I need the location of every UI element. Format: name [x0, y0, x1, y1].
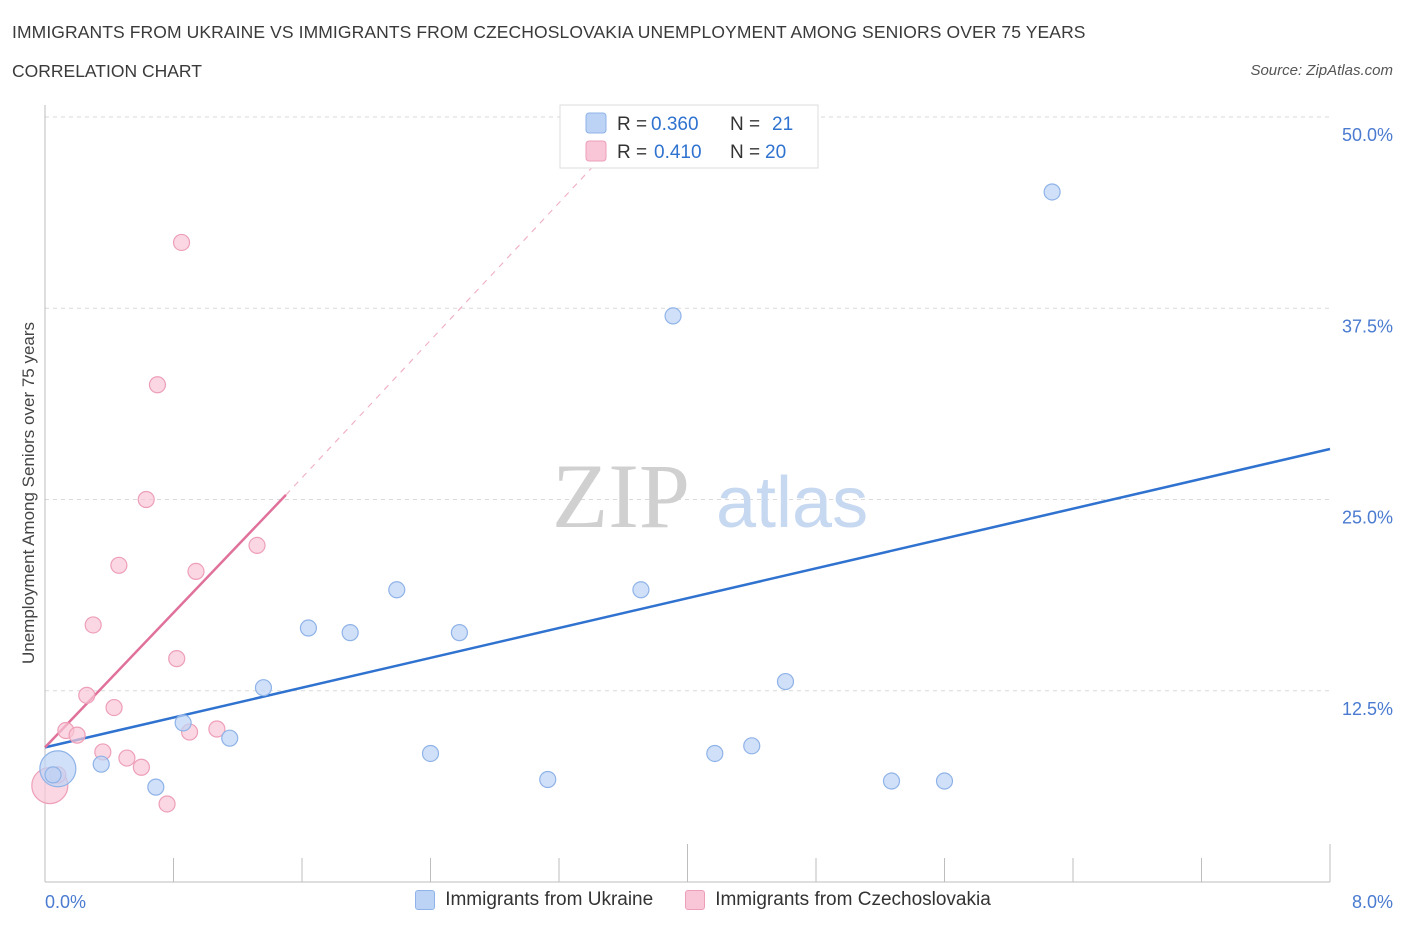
point-ukraine-4 [221, 729, 239, 747]
point-ukraine-8 [388, 581, 406, 599]
point-ukraine-15 [743, 737, 761, 755]
point-czech-12 [148, 376, 167, 394]
point-czech-15 [172, 233, 191, 252]
trend-line-ukraine [44, 447, 1331, 749]
legend-item-czech[interactable]: Immigrants from Czechoslovakia [685, 889, 991, 911]
source-credit: Source: ZipAtlas.com [1250, 62, 1393, 79]
point-ukraine-1 [92, 755, 110, 773]
legend-r-label-ukraine: R = [617, 114, 647, 135]
correlation-legend: R = 0.360 N = 21 R = 0.410 N = 20 [559, 104, 819, 169]
trend-lines [44, 159, 1331, 749]
point-czech-10 [132, 758, 150, 776]
y-tick-label-3: 50.0% [1342, 125, 1393, 145]
point-czech-9 [118, 749, 136, 767]
point-ukraine-20 [44, 766, 62, 784]
legend-n-label-czech: N = [730, 142, 760, 163]
point-ukraine-9 [421, 744, 440, 763]
chart-title: IMMIGRANTS FROM UKRAINE VS IMMIGRANTS FR… [12, 22, 1086, 42]
data-points [31, 151, 1061, 813]
point-czech-5 [84, 616, 102, 634]
point-czech-13 [158, 795, 176, 813]
point-ukraine-12 [632, 581, 650, 599]
legend-swatch-czech [585, 140, 607, 162]
watermark: ZIP atlas [552, 445, 868, 547]
point-ukraine-13 [664, 307, 682, 325]
point-czech-18 [208, 720, 226, 738]
point-ukraine-6 [299, 619, 318, 637]
point-ukraine-16 [776, 672, 795, 691]
point-ukraine-14 [706, 744, 724, 763]
legend-label-czech: Immigrants from Czechoslovakia [715, 889, 991, 910]
axes [44, 105, 1331, 883]
point-ukraine-2 [147, 778, 165, 796]
legend-swatch-czech-bottom [685, 890, 706, 910]
y-tick-label-0: 12.5% [1342, 699, 1393, 719]
legend-r-value-ukraine: 0.360 [651, 114, 699, 135]
y-axis-label: Unemployment Among Seniors over 75 years [19, 322, 38, 664]
point-ukraine-5 [254, 679, 273, 697]
x-tick-label-0: 0.0% [45, 892, 86, 912]
point-czech-14 [168, 650, 186, 668]
legend-n-value-ukraine: 21 [772, 114, 793, 135]
legend-n-value-czech: 20 [765, 142, 786, 163]
point-ukraine-3 [174, 714, 192, 732]
point-ukraine-11 [539, 770, 557, 789]
chart-subtitle: CORRELATION CHART [12, 61, 202, 81]
y-tick-label-2: 37.5% [1342, 316, 1393, 336]
point-czech-3 [68, 726, 86, 744]
point-czech-7 [105, 698, 123, 717]
point-czech-19 [248, 536, 266, 555]
point-ukraine-10 [450, 624, 469, 642]
point-czech-11 [137, 490, 155, 509]
legend-swatch-ukraine [585, 112, 607, 134]
point-czech-17 [187, 562, 205, 581]
legend-label-ukraine: Immigrants from Ukraine [445, 889, 654, 910]
grid-lines [45, 116, 1330, 692]
legend-item-ukraine[interactable]: Immigrants from Ukraine [415, 889, 653, 911]
point-ukraine-17 [882, 772, 901, 790]
legend-swatch-ukraine-bottom [415, 890, 436, 910]
point-ukraine-19 [1043, 183, 1061, 201]
series-legend: Immigrants from Ukraine Immigrants from … [0, 889, 1406, 911]
legend-r-label-czech: R = [617, 142, 647, 163]
y-tick-label-1: 25.0% [1342, 508, 1393, 528]
point-ukraine-18 [935, 772, 954, 790]
legend-n-label-ukraine: N = [730, 114, 760, 135]
legend-r-value-czech: 0.410 [654, 142, 702, 163]
trend-line-czech [44, 494, 287, 749]
point-ukraine-7 [341, 624, 359, 642]
watermark-atlas: atlas [716, 463, 868, 543]
point-czech-8 [110, 556, 128, 574]
x-tick-label-1: 8.0% [1352, 892, 1393, 912]
point-czech-4 [78, 686, 96, 704]
tick-labels: 12.5% 25.0% 37.5% 50.0% 0.0% 8.0% [45, 125, 1393, 912]
trend-line-czech-extension [285, 159, 600, 496]
watermark-zip: ZIP [552, 445, 690, 547]
